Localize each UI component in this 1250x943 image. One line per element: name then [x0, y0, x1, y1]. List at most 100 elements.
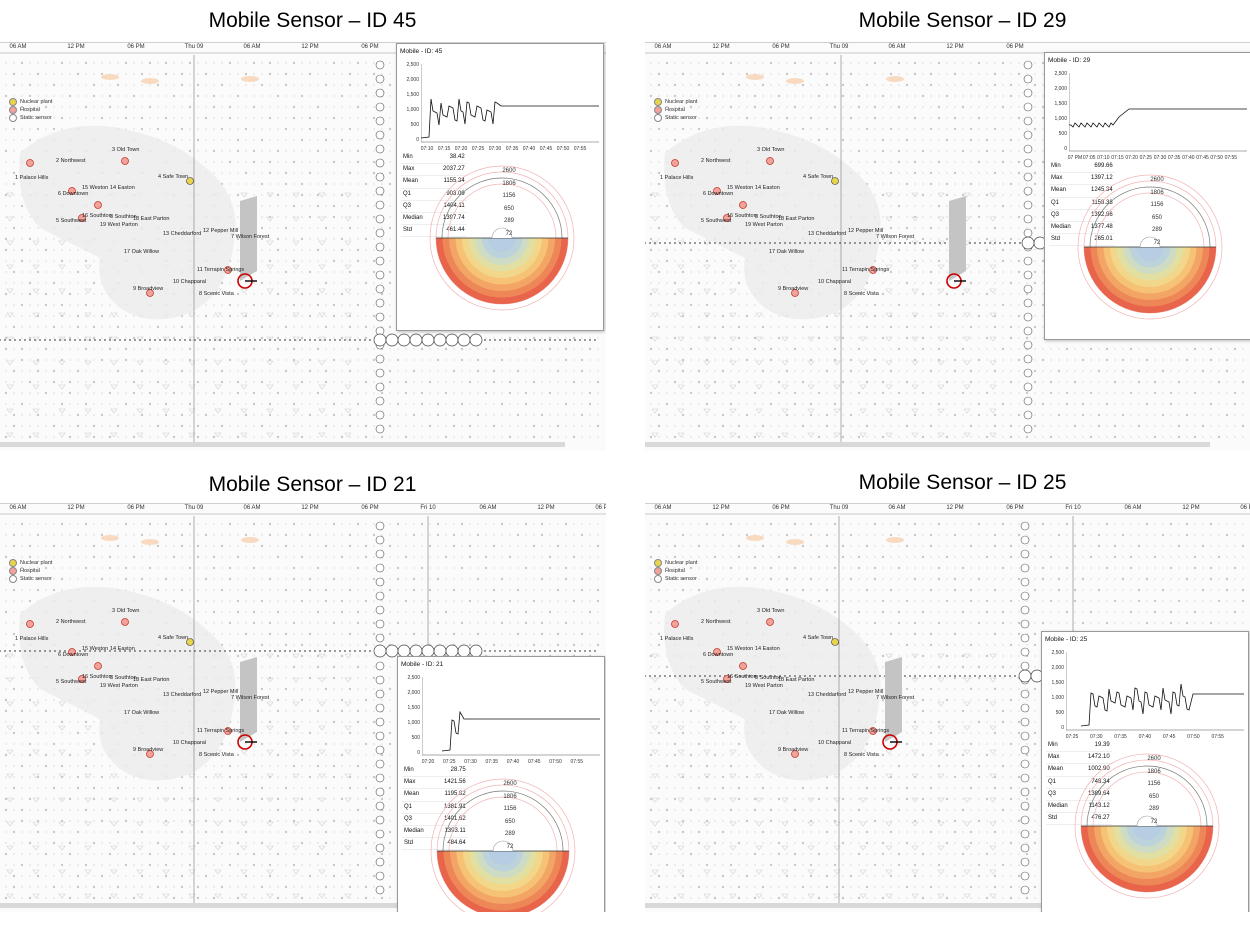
sensor-glyph[interactable]	[1020, 605, 1030, 615]
timeline-bubble[interactable]	[397, 333, 411, 347]
map-panel-id21[interactable]: 06 AM 12 PM 06 PM Thu 09 06 AM 12 PM 06 PM Fri …	[0, 503, 606, 912]
sensor-glyph[interactable]	[375, 298, 385, 308]
sensor-glyph[interactable]	[375, 130, 385, 140]
sensor-glyph[interactable]	[375, 871, 385, 881]
sensor-glyph[interactable]	[1023, 130, 1033, 140]
sensor-glyph[interactable]	[1020, 815, 1030, 825]
sensor-detail-popup[interactable]: Mobile - ID: 29 2,500 2,000 1,500 1,000 500 0 0…	[1044, 52, 1250, 340]
sensor-glyph[interactable]	[375, 228, 385, 238]
sensor-glyph[interactable]	[1023, 74, 1033, 84]
radial-distribution-chart[interactable]	[1072, 750, 1222, 910]
sensor-glyph[interactable]	[1023, 200, 1033, 210]
hospital-icon[interactable]	[713, 187, 721, 195]
hospital-icon[interactable]	[869, 266, 877, 274]
sensor-glyph[interactable]	[375, 703, 385, 713]
sensor-glyph[interactable]	[375, 885, 385, 895]
sensor-glyph[interactable]	[375, 424, 385, 434]
hospital-icon[interactable]	[723, 214, 731, 222]
sensor-glyph[interactable]	[375, 256, 385, 266]
radial-distribution-chart[interactable]	[428, 775, 578, 912]
timeline-bubble[interactable]	[445, 333, 459, 347]
sensor-map[interactable]	[645, 504, 1250, 912]
hospital-icon[interactable]	[68, 648, 76, 656]
sensor-glyph[interactable]	[1020, 521, 1030, 531]
sensor-glyph[interactable]	[375, 731, 385, 741]
sensor-glyph[interactable]	[375, 270, 385, 280]
sensor-glyph[interactable]	[375, 214, 385, 224]
radial-distribution-chart[interactable]	[1075, 171, 1225, 331]
hospital-icon[interactable]	[26, 159, 34, 167]
sensor-glyph[interactable]	[1020, 857, 1030, 867]
sensor-glyph[interactable]	[375, 605, 385, 615]
sensor-glyph[interactable]	[375, 144, 385, 154]
sensor-glyph[interactable]	[1020, 801, 1030, 811]
sensor-glyph[interactable]	[1020, 619, 1030, 629]
hospital-icon[interactable]	[94, 662, 102, 670]
sensor-glyph[interactable]	[1023, 326, 1033, 336]
sensor-detail-popup[interactable]: Mobile - ID: 21 2,500 2,000 1,500 1,000 500 0 0…	[397, 656, 605, 912]
timeline-bubble[interactable]	[469, 333, 483, 347]
radial-distribution-chart[interactable]	[427, 162, 577, 322]
hospital-icon[interactable]	[68, 187, 76, 195]
nuclear-plant-icon[interactable]	[186, 177, 194, 185]
sensor-glyph[interactable]	[1020, 577, 1030, 587]
timeline-bubble[interactable]	[409, 333, 423, 347]
map-panel-id29[interactable]: 06 AM 12 PM 06 PM Thu 09 06 AM 12 PM 06 PM Nucl…	[645, 42, 1250, 451]
hospital-icon[interactable]	[671, 159, 679, 167]
sensor-glyph[interactable]	[1023, 298, 1033, 308]
sensor-glyph[interactable]	[1020, 759, 1030, 769]
hospital-icon[interactable]	[224, 727, 232, 735]
map-panel-id25[interactable]: 06 AM 12 PM 06 PM Thu 09 06 AM 12 PM 06 PM Fri …	[645, 503, 1250, 912]
sensor-glyph[interactable]	[375, 563, 385, 573]
sensor-glyph[interactable]	[375, 382, 385, 392]
sensor-glyph[interactable]	[375, 74, 385, 84]
sensor-glyph[interactable]	[375, 633, 385, 643]
sensor-glyph[interactable]	[375, 284, 385, 294]
sensor-glyph[interactable]	[1020, 549, 1030, 559]
hospital-icon[interactable]	[146, 750, 154, 758]
sensor-glyph[interactable]	[1020, 647, 1030, 657]
sensor-glyph[interactable]	[375, 368, 385, 378]
sensor-glyph[interactable]	[1023, 102, 1033, 112]
sensor-glyph[interactable]	[375, 759, 385, 769]
sensor-glyph[interactable]	[375, 354, 385, 364]
sensor-glyph[interactable]	[375, 675, 385, 685]
sensor-glyph[interactable]	[1020, 731, 1030, 741]
sensor-glyph[interactable]	[375, 172, 385, 182]
nuclear-plant-icon[interactable]	[831, 177, 839, 185]
sensor-glyph[interactable]	[1020, 829, 1030, 839]
sensor-glyph[interactable]	[375, 521, 385, 531]
horizontal-scrollbar[interactable]	[0, 903, 565, 908]
timeline-bubble[interactable]	[433, 333, 447, 347]
sensor-glyph[interactable]	[1020, 563, 1030, 573]
sensor-glyph[interactable]	[1023, 172, 1033, 182]
sensor-glyph[interactable]	[1023, 410, 1033, 420]
sensor-glyph[interactable]	[1020, 633, 1030, 643]
sensor-glyph[interactable]	[375, 619, 385, 629]
map-panel-id45[interactable]: 06 AM 12 PM 06 PM Thu 09 06 AM 12 PM 06 PM Nucl…	[0, 42, 606, 451]
hospital-icon[interactable]	[671, 620, 679, 628]
sensor-glyph[interactable]	[1020, 703, 1030, 713]
hospital-icon[interactable]	[739, 201, 747, 209]
hospital-icon[interactable]	[94, 201, 102, 209]
timeline-bubble[interactable]	[1021, 236, 1035, 250]
hospital-icon[interactable]	[26, 620, 34, 628]
sensor-glyph[interactable]	[1023, 60, 1033, 70]
sensor-glyph[interactable]	[1020, 535, 1030, 545]
nuclear-plant-icon[interactable]	[186, 638, 194, 646]
sensor-glyph[interactable]	[375, 242, 385, 252]
sensor-glyph[interactable]	[375, 745, 385, 755]
hospital-icon[interactable]	[766, 157, 774, 165]
sensor-glyph[interactable]	[375, 158, 385, 168]
hospital-icon[interactable]	[224, 266, 232, 274]
hospital-icon[interactable]	[713, 648, 721, 656]
sensor-glyph[interactable]	[1023, 382, 1033, 392]
sensor-glyph[interactable]	[1020, 661, 1030, 671]
sensor-glyph[interactable]	[375, 717, 385, 727]
sensor-glyph[interactable]	[375, 549, 385, 559]
timeline-bubble[interactable]	[457, 333, 471, 347]
hospital-icon[interactable]	[121, 157, 129, 165]
sensor-glyph[interactable]	[375, 829, 385, 839]
sensor-glyph[interactable]	[375, 577, 385, 587]
sensor-glyph[interactable]	[1023, 88, 1033, 98]
